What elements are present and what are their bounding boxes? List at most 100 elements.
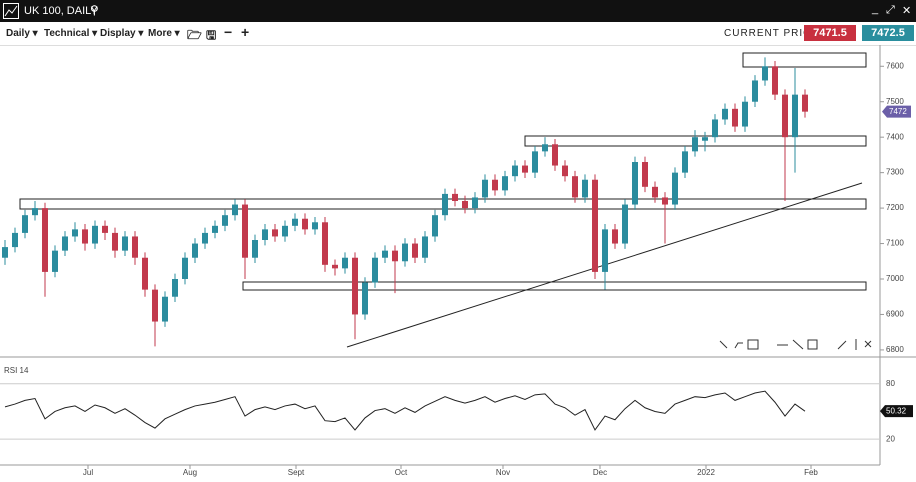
tool-pen[interactable] — [837, 340, 847, 350]
candle-body — [52, 250, 58, 272]
candle-body — [772, 66, 778, 95]
candle-body — [22, 215, 28, 233]
candle-body — [552, 144, 558, 166]
zone-box[interactable] — [242, 281, 867, 291]
candle-body — [352, 257, 358, 315]
candle-body — [152, 289, 158, 322]
candle-body — [402, 243, 408, 262]
maximize[interactable]: ⤢ — [886, 4, 895, 16]
x-tick-label: Sept — [288, 468, 305, 477]
last-price-label: 7472 — [889, 107, 907, 116]
y-tick-label: 6800 — [886, 345, 904, 354]
close[interactable]: ✕ — [902, 5, 912, 17]
candle-body — [112, 232, 118, 251]
candle-body — [802, 94, 808, 112]
title: UK 100, DAILY — [24, 5, 98, 17]
candle-body — [492, 179, 498, 191]
x-tick-label: Aug — [183, 468, 197, 477]
candle-body — [722, 108, 728, 120]
candle-body — [272, 229, 278, 237]
candle-body — [422, 236, 428, 258]
candle-body — [632, 162, 638, 205]
save-icon[interactable]: 🖫 — [206, 28, 217, 42]
open-icon[interactable]: 🗁 — [187, 28, 202, 42]
y-tick-label: 7500 — [886, 97, 904, 106]
x-tick-label: Oct — [395, 468, 408, 477]
candle-body — [692, 137, 698, 152]
zoom-in[interactable]: + — [241, 24, 250, 40]
menu-display[interactable]: Display ▾ — [100, 28, 144, 39]
menu-technical[interactable]: Technical ▾ — [44, 28, 98, 39]
candle-body — [512, 165, 518, 177]
candle-body — [172, 279, 178, 297]
menu-label: Technical — [44, 28, 90, 39]
drawing-tools — [719, 339, 872, 350]
candle-body — [342, 257, 348, 269]
candle-body — [382, 250, 388, 258]
candle-body — [462, 201, 468, 209]
sell-button[interactable]: 7471.5 — [804, 25, 856, 41]
tool-rect[interactable] — [807, 339, 818, 350]
menu-more[interactable]: More ▾ — [148, 28, 180, 39]
candle-body — [572, 176, 578, 198]
candle-body — [522, 165, 528, 173]
search-icon[interactable]: ⚲ — [90, 3, 99, 17]
candle-body — [412, 243, 418, 258]
candle-body — [262, 229, 268, 240]
x-tick-label: 2022 — [697, 468, 715, 477]
zoom-out[interactable]: − — [224, 24, 233, 40]
candle-body — [42, 208, 48, 272]
y-tick-label: 20 — [886, 434, 895, 443]
candle-body — [682, 151, 688, 173]
candle-body — [162, 296, 168, 322]
rsi-value-label: 50.32 — [886, 406, 907, 415]
menu-label: More — [148, 28, 172, 39]
candle-body — [392, 250, 398, 262]
candle-body — [702, 137, 708, 141]
candle-body — [372, 257, 378, 283]
tool-curve[interactable] — [734, 342, 743, 349]
candle-body — [472, 197, 478, 209]
candle-body — [12, 232, 18, 248]
candle-body — [212, 225, 218, 233]
menu-label: Display — [100, 28, 136, 39]
candle-body — [102, 225, 108, 233]
candle-body — [662, 197, 668, 205]
buy-button[interactable]: 7472.5 — [862, 25, 914, 41]
candle-body — [182, 257, 188, 279]
rsi-line — [4, 390, 806, 431]
candle-body — [762, 66, 768, 81]
y-tick-label: 7200 — [886, 203, 904, 212]
tool-fib[interactable] — [747, 339, 759, 350]
x-tick-label: Jul — [83, 468, 93, 477]
candle-body — [782, 94, 788, 138]
menu-daily[interactable]: Daily ▾ — [6, 28, 38, 39]
candle-body — [332, 264, 338, 269]
zone-box[interactable] — [742, 52, 867, 68]
candle-body — [732, 108, 738, 127]
candle-body — [192, 243, 198, 258]
candle-body — [602, 229, 608, 272]
y-tick-label: 7400 — [886, 132, 904, 141]
minimize[interactable]: _ — [872, 3, 879, 15]
candle-body — [582, 179, 588, 198]
tool-line[interactable] — [792, 339, 804, 350]
candle-body — [672, 172, 678, 205]
candle-body — [712, 119, 718, 138]
candle-body — [622, 204, 628, 244]
candle-body — [652, 186, 658, 198]
y-tick-label: 6900 — [886, 310, 904, 319]
menu-label: Daily — [6, 28, 30, 39]
chart: RSI 14 680069007000710072007300740075007… — [0, 45, 916, 477]
tool-arrow[interactable] — [719, 340, 728, 349]
x-tick-label: Nov — [496, 468, 510, 477]
candle-body — [542, 144, 548, 152]
candle-body — [82, 229, 88, 244]
candle-body — [442, 193, 448, 216]
candle-body — [92, 225, 98, 244]
tool-delete[interactable] — [864, 340, 872, 348]
candle-body — [642, 162, 648, 187]
candle-body — [202, 232, 208, 244]
x-tick-label: Feb — [804, 468, 818, 477]
